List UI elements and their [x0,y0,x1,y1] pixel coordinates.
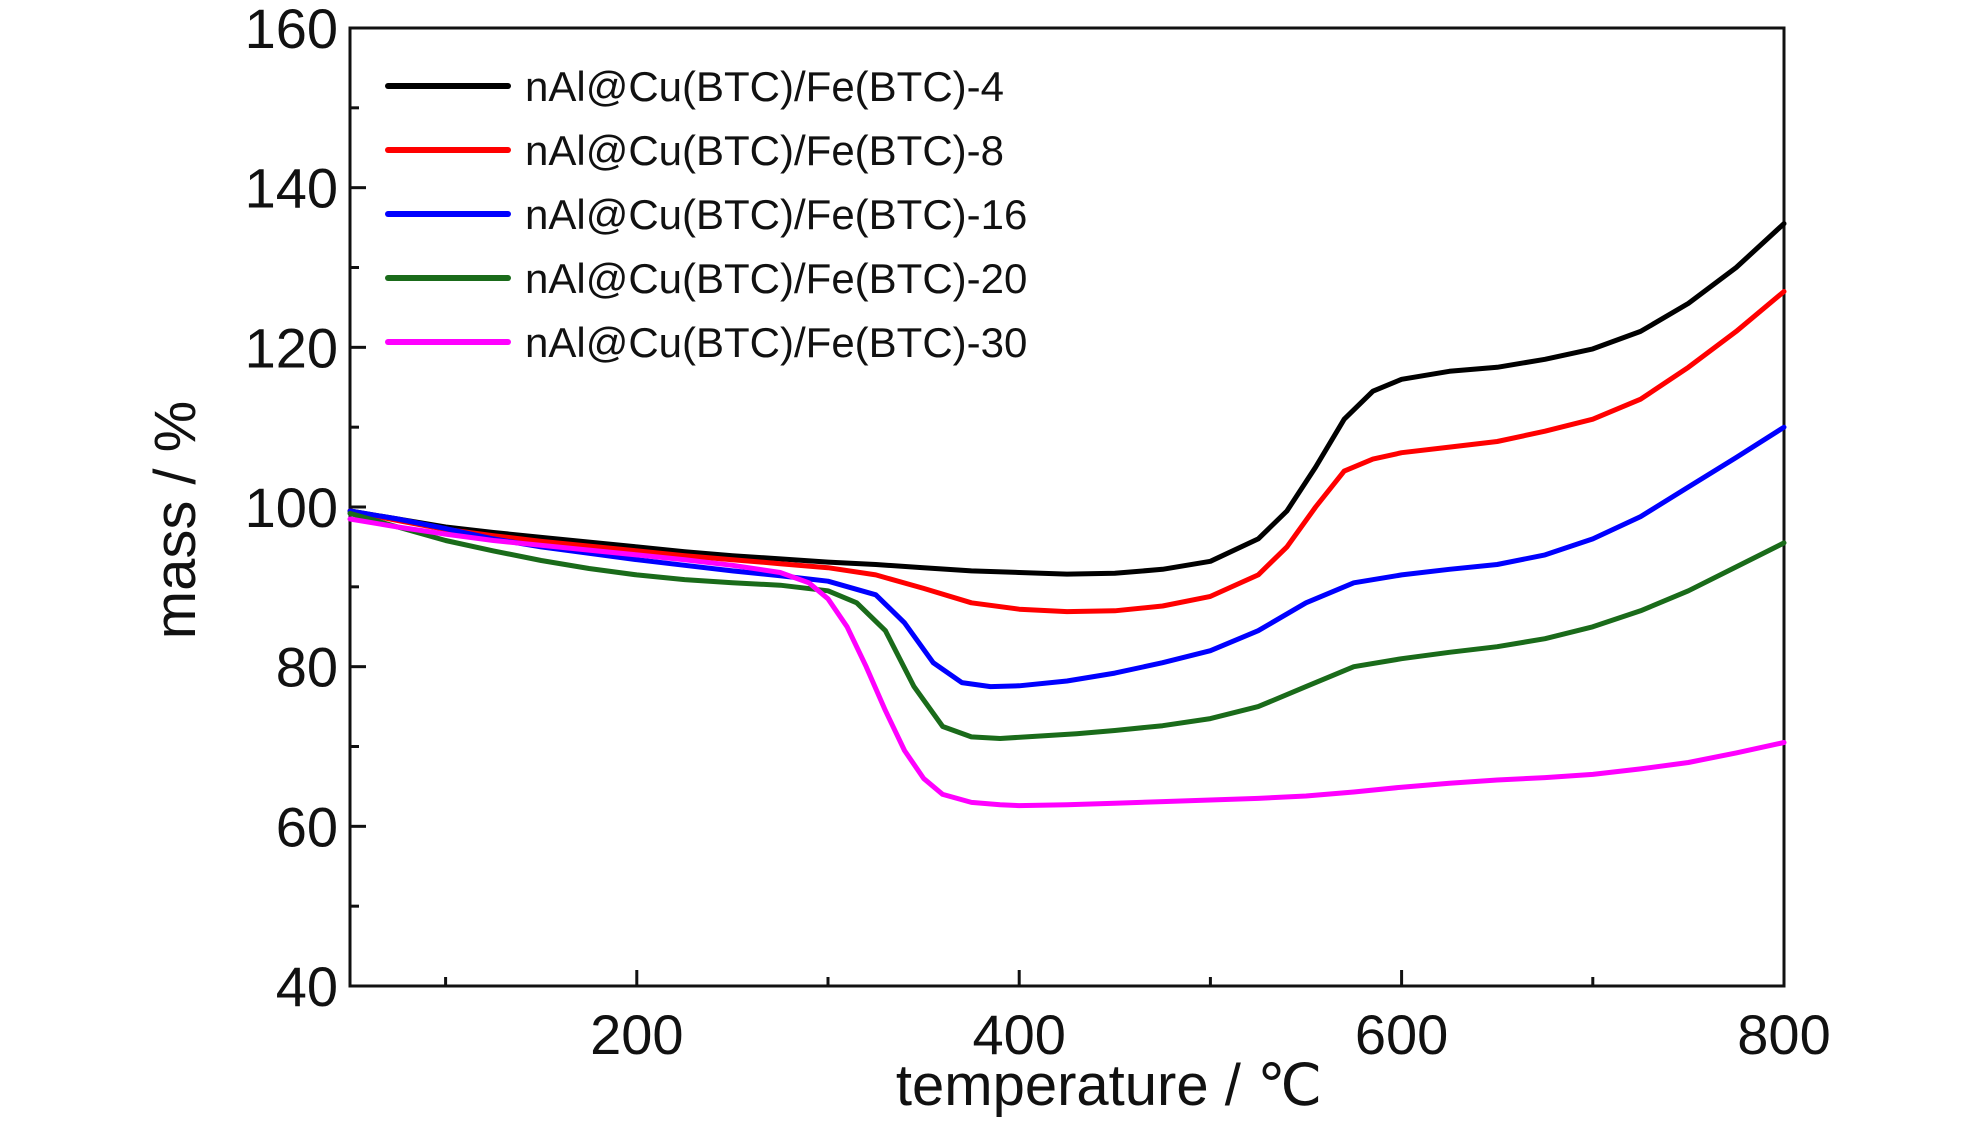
y-tick-label: 160 [245,0,338,60]
series-line-5 [347,516,1787,809]
x-tick-label: 200 [590,1003,683,1066]
axis-ticks [350,26,1786,988]
y-tick-label: 60 [276,795,338,858]
y-tick-label: 80 [276,636,338,699]
legend-label-1: nAl@Cu(BTC)/Fe(BTC)-4 [525,63,1004,110]
x-tick-label: 600 [1355,1003,1448,1066]
series-line-4 [347,510,1787,741]
legend: nAl@Cu(BTC)/Fe(BTC)-4 nAl@Cu(BTC)/Fe(BTC)… [385,63,1027,366]
x-tick-label: 800 [1737,1003,1830,1066]
legend-label-5: nAl@Cu(BTC)/Fe(BTC)-30 [525,319,1027,366]
legend-label-2: nAl@Cu(BTC)/Fe(BTC)-8 [525,127,1004,174]
y-tick-label: 140 [245,157,338,220]
series-line-1 [347,221,1787,577]
x-axis-title: temperature / ℃ [896,1053,1322,1118]
x-tick-label: 400 [972,1003,1065,1066]
legend-label-3: nAl@Cu(BTC)/Fe(BTC)-16 [525,191,1027,238]
legend-label-4: nAl@Cu(BTC)/Fe(BTC)-20 [525,255,1027,302]
y-tick-label: 40 [276,955,338,1018]
y-tick-label: 120 [245,316,338,379]
axis-tick-labels: 200 400 600 800 40 60 80 100 120 140 160 [245,0,1831,1066]
y-axis-title: mass / % [143,401,208,640]
series-lines [347,221,1787,809]
series-line-3 [347,424,1787,690]
y-tick-label: 100 [245,476,338,539]
series-line-2 [347,289,1787,615]
